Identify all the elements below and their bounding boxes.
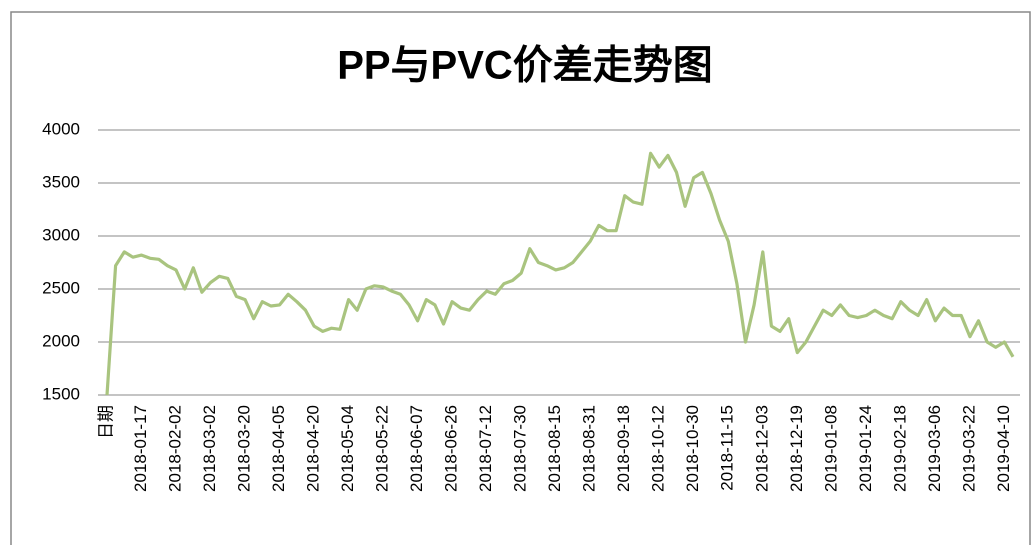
y-tick-label: 2500 bbox=[42, 278, 80, 297]
chart-title: PP与PVC价差走势图 bbox=[337, 44, 713, 88]
x-tick-label: 2018-10-30 bbox=[683, 405, 702, 492]
x-tick-label: 2018-03-02 bbox=[200, 405, 219, 492]
y-tick-label: 1500 bbox=[42, 384, 80, 403]
y-tick-label: 3500 bbox=[42, 172, 80, 191]
x-tick-label: 2018-04-20 bbox=[304, 405, 323, 492]
x-tick-label: 日期 bbox=[96, 405, 115, 439]
x-tick-label: 2018-12-19 bbox=[787, 405, 806, 492]
x-tick-label: 2018-08-15 bbox=[545, 405, 564, 492]
y-tick-label: 4000 bbox=[42, 119, 80, 138]
x-tick-label: 2018-04-05 bbox=[269, 405, 288, 492]
x-tick-label: 2018-10-12 bbox=[649, 405, 668, 492]
data-line bbox=[105, 151, 1015, 396]
x-tick-label: 2018-08-31 bbox=[580, 405, 599, 492]
x-tick-label: 2019-04-10 bbox=[994, 405, 1013, 492]
x-tick-label: 2019-03-06 bbox=[925, 405, 944, 492]
x-tick-label: 2018-03-20 bbox=[235, 405, 254, 492]
x-tick-label: 2019-01-08 bbox=[821, 405, 840, 492]
chart-frame bbox=[10, 11, 1031, 545]
y-tick-label: 2000 bbox=[42, 331, 80, 350]
x-tick-label: 2019-02-18 bbox=[890, 405, 909, 492]
x-tick-label: 2018-07-30 bbox=[511, 405, 530, 492]
x-tick-label: 2018-05-04 bbox=[338, 405, 357, 492]
x-tick-label: 2018-07-12 bbox=[476, 405, 495, 492]
x-tick-label: 2018-01-17 bbox=[131, 405, 150, 492]
x-tick-label: 2018-12-03 bbox=[752, 405, 771, 492]
x-tick-label: 2018-02-02 bbox=[166, 405, 185, 492]
x-tick-label: 2018-06-07 bbox=[407, 405, 426, 492]
x-tick-label: 2018-06-26 bbox=[442, 405, 461, 492]
x-tick-label: 2018-09-18 bbox=[614, 405, 633, 492]
x-tick-label: 2018-11-15 bbox=[718, 405, 737, 491]
x-tick-label: 2019-01-24 bbox=[856, 405, 875, 492]
x-tick-label: 2019-03-22 bbox=[959, 405, 978, 492]
x-tick-label: 2018-05-22 bbox=[373, 405, 392, 492]
y-tick-label: 3000 bbox=[42, 225, 80, 244]
